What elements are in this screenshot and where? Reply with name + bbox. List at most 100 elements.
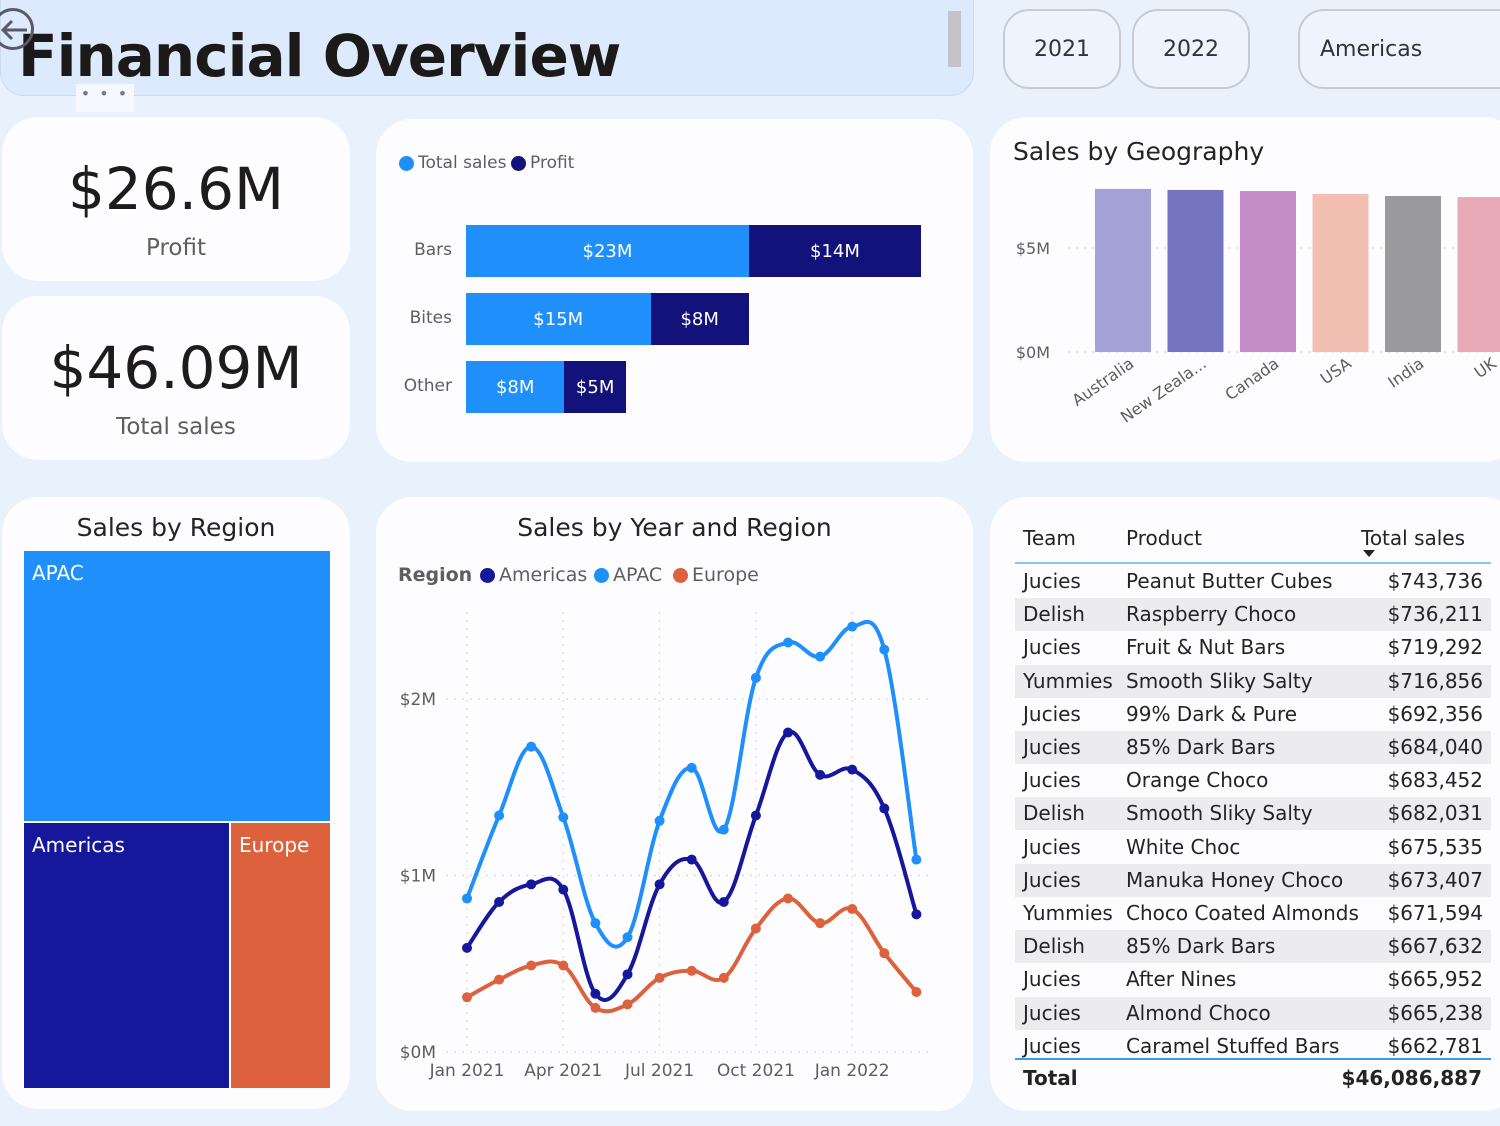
point-apac[interactable] [783, 637, 793, 648]
point-americas[interactable] [526, 879, 537, 890]
sales-cell: $665,952 [1387, 967, 1483, 992]
point-americas[interactable] [654, 879, 665, 890]
bar-bars-total-sales[interactable]: $23M [466, 225, 749, 277]
point-europe[interactable] [558, 960, 569, 971]
point-apac[interactable] [686, 762, 697, 773]
point-europe[interactable] [654, 972, 665, 983]
table-row[interactable]: Yummies Choco Coated Almonds $671,594 [1015, 897, 1491, 930]
geo-bar-india[interactable] [1385, 196, 1441, 352]
point-americas[interactable] [622, 969, 633, 980]
bar-bites-profit[interactable]: $8M [650, 293, 749, 345]
table-row[interactable]: Delish Smooth Sliky Salty $682,031 [1015, 797, 1491, 831]
table-row[interactable]: Jucies 85% Dark Bars $684,040 [1015, 731, 1491, 764]
point-americas[interactable] [686, 854, 697, 865]
table-row[interactable]: Jucies Almond Choco $665,238 [1015, 996, 1491, 1030]
legend-europe[interactable]: Europe [673, 564, 759, 586]
geo-bar-australia[interactable] [1095, 188, 1151, 352]
legend-profit[interactable]: Profit [511, 153, 574, 173]
x-tick-label: Apr 2021 [524, 1061, 602, 1081]
geo-bar-newzeala[interactable] [1167, 189, 1224, 352]
point-americas[interactable] [815, 769, 826, 780]
point-apac[interactable] [526, 741, 537, 752]
point-apac[interactable] [622, 932, 633, 943]
legend-americas[interactable]: Americas [480, 564, 587, 586]
table-row[interactable]: Jucies Fruit & Nut Bars $719,292 [1015, 631, 1491, 664]
point-apac[interactable] [654, 815, 665, 826]
point-europe[interactable] [462, 992, 472, 1003]
legend-europe-label: Europe [692, 564, 759, 586]
header-team[interactable]: Team [1023, 526, 1076, 550]
point-apac[interactable] [879, 644, 890, 655]
point-americas[interactable] [558, 884, 569, 895]
point-americas[interactable] [462, 942, 472, 953]
point-americas[interactable] [590, 988, 601, 999]
table-row[interactable]: Jucies Manuka Honey Choco $673,407 [1015, 863, 1491, 897]
table-row[interactable]: Jucies White Choc $675,535 [1015, 831, 1491, 864]
legend-apac[interactable]: APAC [594, 564, 662, 586]
legend-total-sales[interactable]: Total sales [399, 153, 506, 173]
treemap-apac[interactable]: APAC [23, 550, 331, 822]
point-americas[interactable] [783, 727, 793, 738]
point-apac[interactable] [847, 621, 858, 632]
year-2022-button[interactable]: 2022 [1132, 9, 1250, 89]
point-apac[interactable] [815, 651, 826, 662]
point-apac[interactable] [590, 918, 601, 929]
table-row[interactable]: Jucies Peanut Butter Cubes $743,736 [1015, 565, 1491, 598]
point-europe[interactable] [526, 960, 537, 971]
table-row[interactable]: Delish Raspberry Choco $736,211 [1015, 598, 1491, 632]
bar-bites-total-sales[interactable]: $15M [466, 293, 651, 345]
legend-americas-label: Americas [499, 564, 588, 586]
point-apac[interactable] [911, 854, 922, 865]
table-row[interactable]: Jucies After Nines $665,952 [1015, 963, 1491, 996]
year-2021-button[interactable]: 2021 [1003, 9, 1121, 89]
table-row[interactable]: Delish 85% Dark Bars $667,632 [1015, 930, 1491, 964]
point-americas[interactable] [911, 909, 922, 920]
geo-bar-usa[interactable] [1312, 193, 1369, 352]
point-europe[interactable] [911, 986, 922, 997]
point-apac[interactable] [558, 812, 569, 823]
x-tick-label: Jan 2022 [814, 1061, 890, 1081]
table-row[interactable]: Jucies 99% Dark & Pure $692,356 [1015, 698, 1491, 731]
geo-bar-canada[interactable] [1240, 191, 1296, 352]
treemap-americas[interactable]: Americas [23, 822, 230, 1089]
point-apac[interactable] [494, 810, 505, 821]
point-americas[interactable] [494, 896, 505, 907]
more-options-icon[interactable]: • • • [76, 84, 134, 112]
point-americas[interactable] [847, 764, 858, 775]
point-europe[interactable] [718, 972, 729, 983]
profit-kpi-card: $26.6M Profit [2, 117, 350, 281]
point-europe[interactable] [815, 918, 826, 929]
sort-descending-icon[interactable] [1363, 550, 1375, 557]
bar-other-profit[interactable]: $5M [564, 361, 626, 413]
product-cell: After Nines [1126, 967, 1237, 992]
bar-bars-profit[interactable]: $14M [748, 225, 922, 277]
table-row[interactable]: Jucies Orange Choco $683,452 [1015, 764, 1491, 797]
table-row[interactable]: Jucies Caramel Stuffed Bars $662,781 [1015, 1030, 1491, 1063]
point-apac[interactable] [718, 824, 729, 835]
point-americas[interactable] [879, 803, 890, 814]
back-arrow-icon[interactable] [0, 8, 34, 50]
region-americas-button[interactable]: Americas [1298, 9, 1500, 89]
point-americas[interactable] [718, 896, 729, 907]
point-europe[interactable] [590, 1002, 601, 1013]
bar-other-total-sales[interactable]: $8M [466, 361, 565, 413]
point-apac[interactable] [750, 672, 761, 683]
point-europe[interactable] [847, 904, 858, 915]
point-americas[interactable] [750, 810, 761, 821]
point-europe[interactable] [783, 893, 793, 904]
point-europe[interactable] [879, 948, 890, 959]
table-row[interactable]: Yummies Smooth Sliky Salty $716,856 [1015, 664, 1491, 698]
point-europe[interactable] [494, 974, 505, 985]
title-scrollbar[interactable] [948, 11, 961, 67]
sales-cell: $743,736 [1387, 569, 1483, 593]
point-europe[interactable] [686, 965, 697, 976]
team-cell: Jucies [1023, 635, 1081, 660]
header-total-sales[interactable]: Total sales [1361, 526, 1466, 550]
header-product[interactable]: Product [1126, 526, 1202, 550]
point-apac[interactable] [462, 893, 472, 904]
point-europe[interactable] [622, 999, 633, 1010]
treemap-europe[interactable]: Europe [230, 822, 331, 1089]
point-europe[interactable] [750, 923, 761, 934]
product-cell: Smooth Sliky Salty [1126, 801, 1313, 826]
geo-bar-uk[interactable] [1457, 197, 1500, 352]
